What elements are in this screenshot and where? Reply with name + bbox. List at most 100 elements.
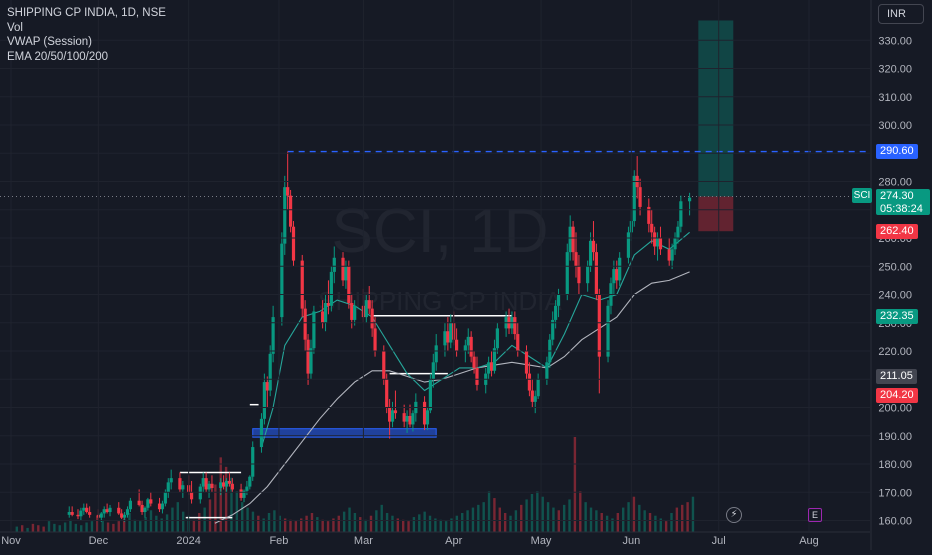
x-tick-label: 2024 (176, 535, 200, 547)
candle-body (303, 308, 307, 340)
candle-body (178, 478, 182, 490)
volume-bar (160, 518, 163, 532)
candle-body (99, 513, 103, 518)
candle-body (108, 507, 112, 513)
candle-body (565, 252, 569, 295)
price-axis[interactable]: 160.00170.00180.00190.00200.00210.00220.… (0, 0, 912, 550)
candle-body (679, 201, 683, 227)
volume-bar (37, 525, 40, 532)
volume-bar (477, 504, 480, 532)
volume-bar (198, 513, 201, 532)
volume-bar (369, 515, 373, 532)
candle-body (571, 226, 575, 253)
candle-body (650, 223, 654, 233)
volume-bar (20, 525, 24, 532)
candle-body (586, 266, 590, 284)
candle-body (516, 334, 520, 351)
volume-bar (552, 507, 555, 532)
volume-bar (47, 521, 51, 532)
volume-bar (171, 507, 174, 532)
volume-bar (428, 515, 432, 532)
candle-body (271, 317, 275, 354)
volume-bar (401, 519, 405, 532)
volume-bar (305, 515, 308, 532)
volume-bar (461, 513, 464, 532)
price-tag: 290.60 (876, 144, 918, 160)
candle-body (411, 413, 415, 425)
candle-body (591, 240, 596, 253)
volume-bar (455, 515, 459, 532)
candle-body (219, 482, 223, 489)
volume-bar (246, 507, 249, 532)
candle-body (259, 418, 264, 448)
events-icon[interactable]: E (808, 508, 822, 522)
volume-bar (675, 507, 679, 532)
zones[interactable] (252, 428, 437, 438)
volume-bar (112, 523, 115, 532)
candle-body (530, 390, 534, 402)
drawn-lines[interactable] (179, 314, 512, 519)
volume-bar (310, 513, 314, 532)
volume-bar (230, 477, 233, 532)
candle-body (76, 514, 80, 517)
candle-body (149, 499, 153, 504)
legend-ema[interactable]: EMA 20/50/100/200 (7, 50, 109, 63)
volume-bar (520, 504, 523, 532)
volume-bar (418, 514, 421, 532)
candle-body (242, 490, 246, 498)
candle-body (487, 362, 491, 374)
volume-bar (359, 517, 362, 532)
legend-vol[interactable]: Vol (7, 21, 23, 34)
volume-bar (509, 515, 512, 532)
candle-body (492, 348, 497, 371)
candle-body (230, 483, 234, 490)
candle-body (140, 504, 144, 513)
candle-body (588, 240, 593, 267)
candle-body (388, 407, 392, 422)
volume-bar (568, 499, 571, 532)
candle-body (524, 351, 529, 374)
candle-body (70, 512, 74, 515)
symbol-title[interactable]: SHIPPING CP INDIA, 1D, NSE (7, 7, 166, 19)
x-tick-label: Jun (622, 535, 640, 547)
volume-bar (273, 510, 276, 532)
volume-bar (686, 502, 689, 532)
volume-bar (385, 513, 389, 532)
price-tag: 204.20 (876, 388, 918, 404)
volume-bar (691, 496, 695, 532)
x-tick-label: Apr (445, 535, 462, 547)
volume-bar (15, 526, 19, 532)
candle-body (495, 328, 499, 349)
currency-button[interactable]: INR (878, 4, 924, 24)
volume-bar (541, 496, 544, 532)
candle-body (527, 373, 532, 391)
volume-bar (616, 513, 620, 532)
candle-body (390, 410, 395, 422)
lightning-icon[interactable]: ⚡︎ (726, 507, 742, 523)
candle-body (85, 507, 89, 513)
candle-body (443, 331, 447, 346)
time-axis[interactable]: Nov Dec 2024 Feb Mar Apr May Jun Jul Aug (0, 0, 870, 547)
candle-body (373, 328, 377, 351)
volume-bar (562, 504, 566, 532)
price-levels[interactable] (0, 150, 870, 197)
candle-body (344, 266, 348, 281)
volume-bar (133, 519, 137, 532)
candle-body (79, 510, 83, 517)
volume-bar (681, 504, 684, 532)
volume-bar (434, 518, 437, 532)
candle-body (146, 499, 150, 508)
legend-vwap[interactable]: VWAP (Session) (7, 36, 92, 48)
volume-bar (294, 521, 298, 532)
candle-body (469, 336, 473, 357)
demand-zone (252, 428, 437, 438)
long-position-tool[interactable] (698, 20, 734, 232)
volume-bar (241, 502, 244, 532)
candle-body (283, 187, 287, 244)
candle-body (577, 266, 581, 284)
volume-bar (165, 514, 169, 532)
y-tick-label: 310.00 (878, 92, 912, 104)
candle-body (655, 238, 660, 247)
